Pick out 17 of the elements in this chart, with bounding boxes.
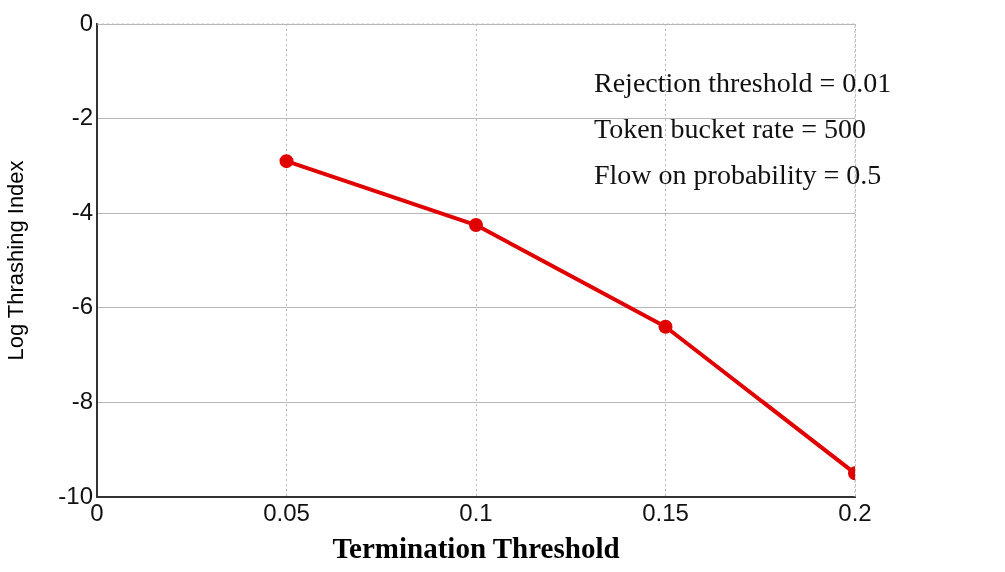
x-tick-label: 0.05 [263,499,310,527]
y-tick-label: -4 [71,197,93,225]
annotation: Flow on probability = 0.5 [594,158,883,192]
x-tick-label: 0.2 [838,499,872,527]
y-tick-label: -6 [71,292,93,320]
x-tick-label: 0.1 [459,499,493,527]
y-tick-label: -8 [71,387,93,415]
annotation: Rejection threshold = 0.01 [594,66,892,100]
x-tick-label: 0.15 [642,499,689,527]
point [658,319,673,334]
x-axis-title: Termination Threshold [332,532,620,565]
y-axis-title: Log Thrashing Index [3,160,29,361]
y-tick-label: 0 [79,8,93,36]
y-tick-label: -2 [71,103,93,131]
point [279,154,294,169]
point [469,218,483,233]
annotation: Token bucket rate = 500 [594,112,867,146]
